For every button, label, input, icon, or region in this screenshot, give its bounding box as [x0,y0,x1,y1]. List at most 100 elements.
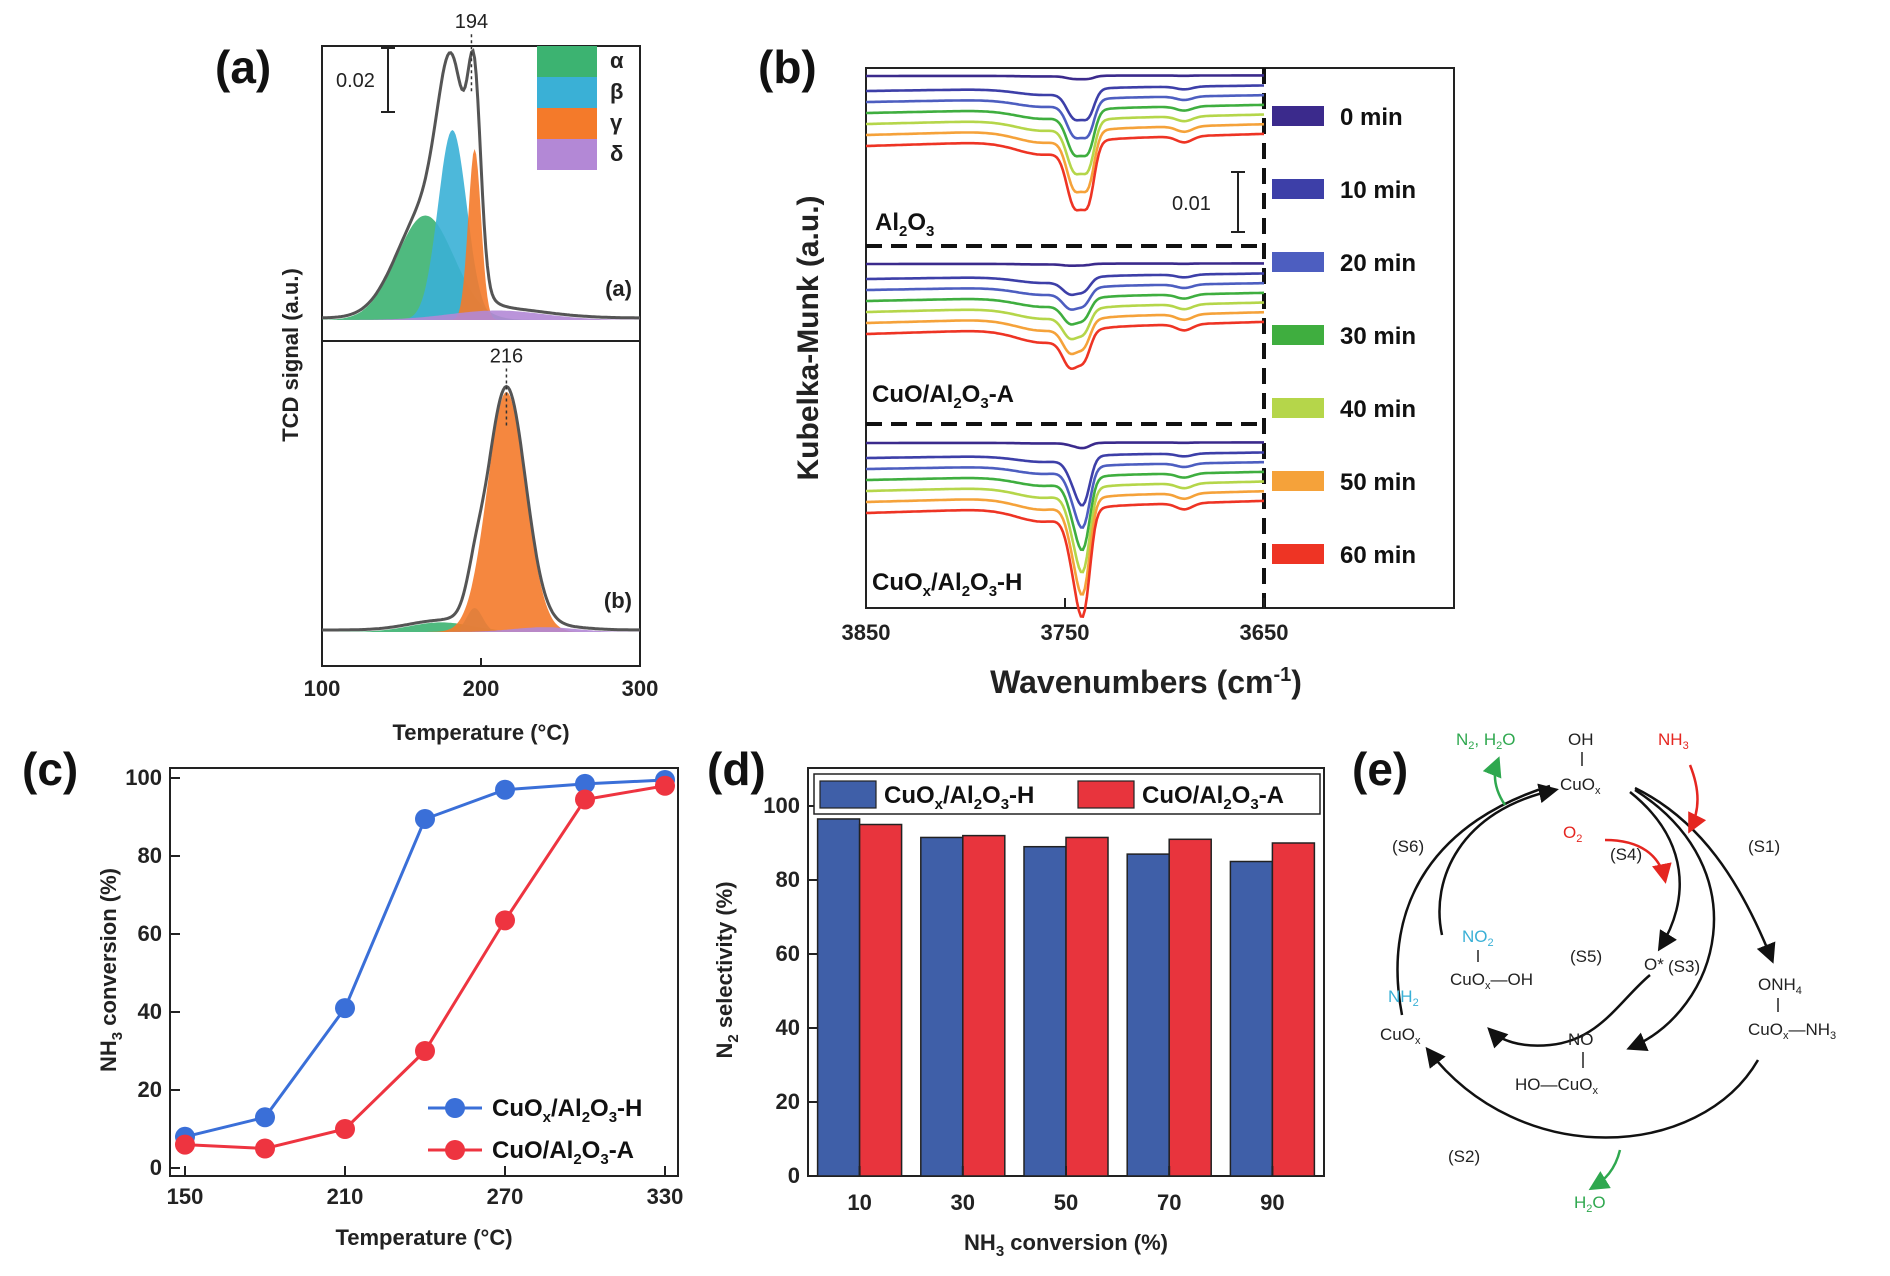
panel-a-peak-label-2: 216 [490,345,523,367]
scheme-h2o: H2O [1574,1193,1606,1215]
panel-a-scale-bar: 0.02 [336,47,395,113]
panel-c-point-2-1 [175,1134,195,1155]
panel-a-legend-swatch-4 [537,139,597,170]
panel-d-legend-label-1: CuOx/Al2O3-H [884,782,1034,813]
panel-c-y-axis-label: NH3 conversion (%) [96,868,126,1072]
scheme-step-s4: (S4) [1610,845,1642,864]
panel-b-spectrum-1-3 [866,93,1264,140]
scheme-arrow-n2h2o [1482,756,1507,806]
panel-b-spectrum-2-1 [866,262,1264,267]
scheme-arrow-nh3 [1688,764,1707,834]
panel-b-x-tick-label-1: 3850 [842,620,891,645]
panel-b-spectrum-1-7 [865,132,1264,212]
scheme-oh: OH [1568,730,1594,749]
panel-d-y-tick-label-5: 80 [776,867,800,892]
panel-d-y-axis-label: N2 selectivity (%) [712,881,742,1058]
scheme-o2: O2 [1563,823,1582,845]
panel-a-subplot-label-2: (b) [604,588,632,613]
panel-c-y-tick-label-2: 20 [138,1077,162,1102]
panel-a-subplot-label-1: (a) [605,276,632,301]
panel-a-legend-swatch-3 [537,108,597,139]
panel-c-point-2-4 [415,1041,435,1061]
panel-a-x-tick-label-1: 100 [304,676,341,701]
panel-a-envelope-1 [322,48,640,320]
panel-a-envelope-2 [322,384,640,632]
panel-c-y-tick-label-5: 80 [138,843,162,868]
panel-b-spectrum-3-2 [866,451,1264,507]
panel-b-spectrum-2-5 [866,301,1265,341]
panel-b-spectrum-1-1 [866,74,1264,81]
panel-b-sample-al2o3: Al2O3 [875,209,934,240]
panel-d-y-tick-label-2: 20 [776,1089,800,1114]
panel-d-y-tick-label-6: 100 [763,793,800,818]
panel-d-legend-swatch-1 [819,780,877,809]
panel-a-legend-label-1: α [610,48,624,73]
panel-c-legend: CuOx/Al2O3-H CuO/Al2O3-A [428,1095,642,1168]
panel-c-legend-marker-2 [445,1140,465,1160]
panel-b-scale-bar: 0.01 [1172,171,1245,233]
panel-d-x-tick-label-4: 70 [1157,1190,1181,1215]
panel-c-point-2-7 [655,775,675,796]
panel-d-x-tick-label-3: 50 [1054,1190,1078,1215]
scheme-arrow-s4 [1629,791,1681,952]
scheme-arrow-s3 [1626,788,1716,1051]
scheme-arrow-s6 [1438,783,1559,936]
scheme-nh3: NH3 [1658,730,1689,752]
panel-d-bar-1-1 [816,818,861,1177]
panel-c-x-tick-label-2: 210 [327,1184,364,1209]
panel-b-legend-label-7: 60 min [1340,542,1416,569]
panel-c-x-tick-label-4: 330 [647,1184,684,1209]
panel-a-x-ticks: 100 200 300 [304,658,658,701]
panel-b-legend: 0 min 10 min 20 min 30 min 40 min 50 min 60 mi… [1272,104,1416,569]
scheme-arrow-s1 [1634,786,1776,964]
panel-d-bar-2-2 [962,834,1006,1177]
scheme-arrow-s5 [1487,974,1651,1049]
panel-d-bar-2-5 [1271,842,1316,1177]
scheme-step-s3: (S3) [1668,957,1700,976]
panel-b-legend-swatch-3 [1272,252,1324,272]
panel-c-point-1-6 [575,773,595,794]
panel-d-x-tick-label-5: 90 [1260,1190,1284,1215]
panel-d-bar-2-3 [1065,836,1109,1177]
panel-b-spectrum-1-6 [865,122,1265,194]
panel-d-letter: (d) [707,743,766,795]
panel-d-x-tick-label-1: 10 [847,1190,871,1215]
panel-c-point-2-5 [495,910,515,931]
scheme-ostar: O* [1644,955,1664,974]
panel-d-y-tick-label-1: 0 [788,1163,800,1188]
panel-b-sample-cuo: CuO/Al2O3-A [872,381,1014,412]
panel-c-x-axis-label: Temperature (°C) [335,1225,512,1250]
panel-c-x-tick-label-3: 270 [487,1184,524,1209]
panel-b-x-tick-label-3: 3650 [1240,620,1289,645]
panel-b-letter: (b) [758,41,817,93]
scheme-step-s1: (S1) [1748,837,1780,856]
panel-a-plot: 194 (a) 216 (b) [322,11,640,632]
panel-d-legend: CuOx/Al2O3-H CuO/Al2O3-A [813,773,1321,815]
panel-a-x-axis-label: Temperature (°C) [392,720,569,745]
panel-a-legend-swatch-1 [537,46,597,77]
panel-d-bar-1-3 [1023,845,1067,1177]
panel-a-letter: (a) [215,41,271,93]
panel-c-y-tick-label-3: 40 [138,999,162,1024]
panel-c-point-2-3 [335,1119,355,1139]
panel-b-spectrum-3-4 [866,470,1265,552]
panel-c-point-2-2 [255,1138,275,1159]
panel-c-point-2-6 [575,789,595,810]
panel-b-y-axis-label: Kubelka-Munk (a.u.) [792,195,825,480]
panel-b-spectrum-1-4 [866,103,1265,158]
scheme-cuox-nh3: CuOx—NH3 [1748,1020,1836,1042]
panel-a-component-2-3 [322,392,640,632]
panel-d-bar-2-4 [1168,838,1212,1177]
panel-a-legend-label-2: β [610,79,623,104]
panel-b-legend-label-4: 30 min [1340,323,1416,350]
scheme-ho-cuox: HO—CuOx [1515,1075,1598,1097]
panel-b-x-tick-label-2: 3750 [1041,620,1090,645]
panel-e-letter: (e) [1352,743,1408,795]
panel-c-point-1-5 [495,779,515,800]
panel-c-letter: (c) [22,743,78,795]
panel-b-spectrum-2-4 [866,291,1265,326]
panel-c-point-1-3 [335,998,355,1019]
panel-b-legend-swatch-5 [1272,398,1324,418]
